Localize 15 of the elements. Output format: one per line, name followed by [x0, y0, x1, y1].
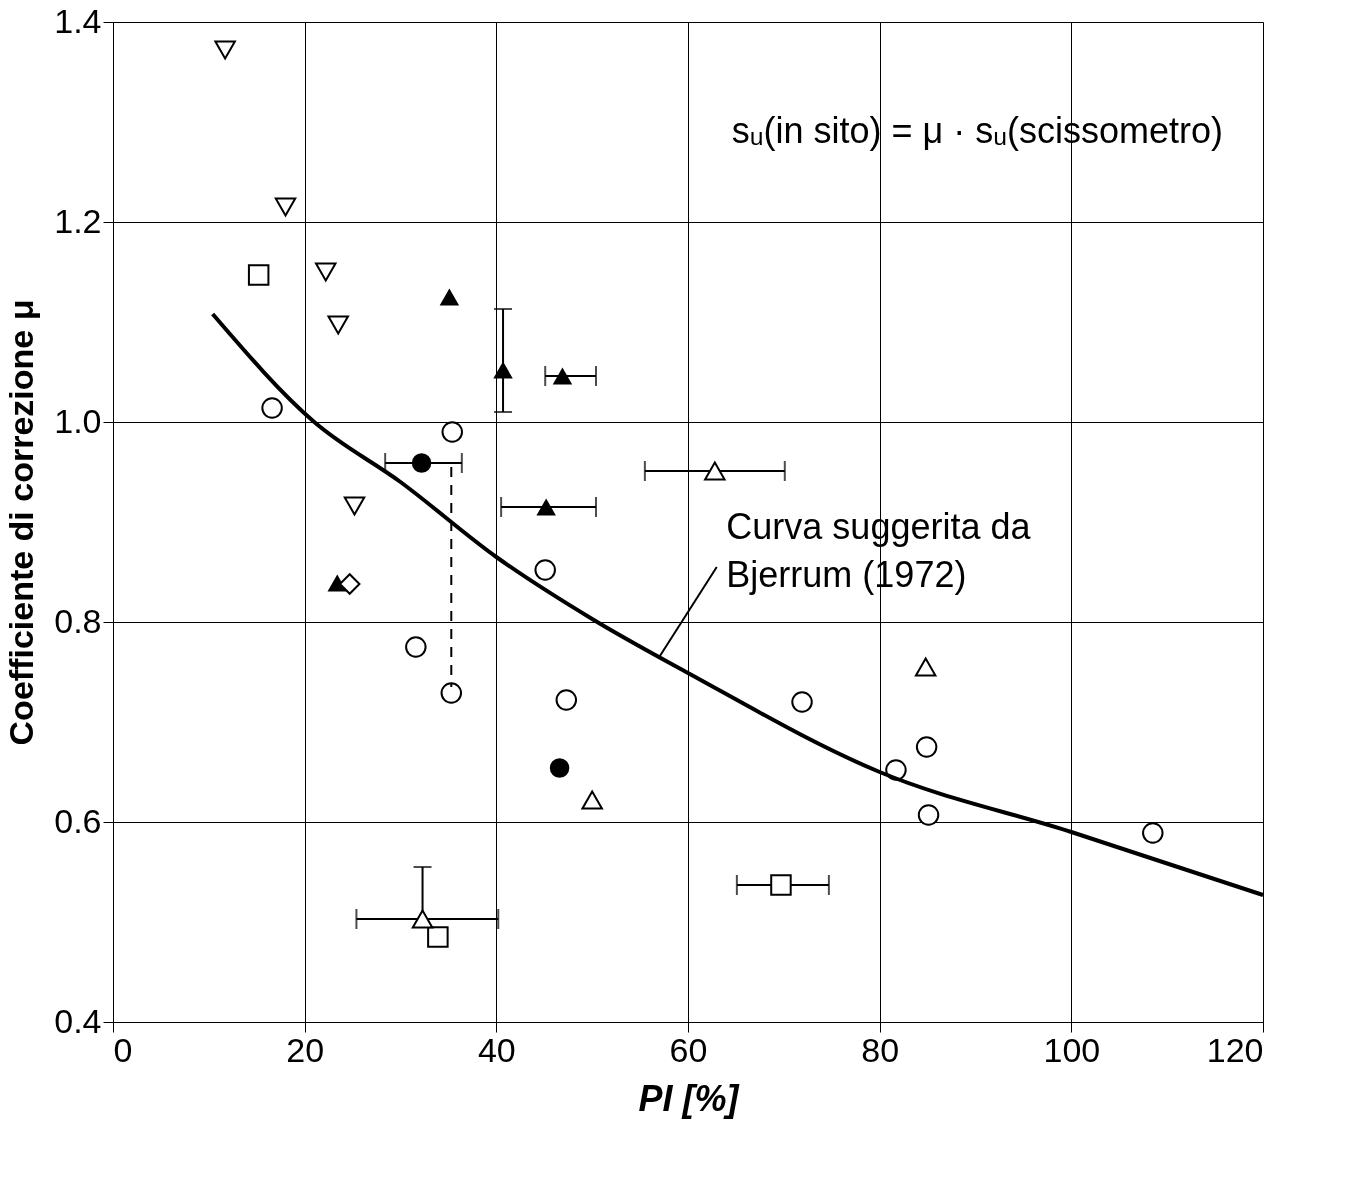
x-tick-label: 60 [669, 1030, 708, 1069]
y-tick-label: 0.6 [54, 801, 102, 840]
x-axis-title: PI [%] [638, 1077, 740, 1119]
x-tick-label: 120 [1206, 1030, 1264, 1069]
x-tick-label: 0 [113, 1030, 133, 1069]
x-tick-label: 80 [861, 1030, 900, 1069]
x-tick-label: 100 [1043, 1030, 1101, 1069]
y-tick-label: 0.4 [54, 1001, 102, 1040]
y-tick-label: 0.8 [54, 601, 102, 640]
y-tick-label: 1.2 [54, 201, 102, 240]
y-tick-label: 1.0 [54, 401, 102, 440]
y-axis-title: Coefficiente di correzione μ [2, 299, 41, 746]
x-tick-label: 20 [286, 1030, 325, 1069]
y-tick-label: 1.4 [54, 1, 102, 40]
x-tick-label: 40 [477, 1030, 516, 1069]
